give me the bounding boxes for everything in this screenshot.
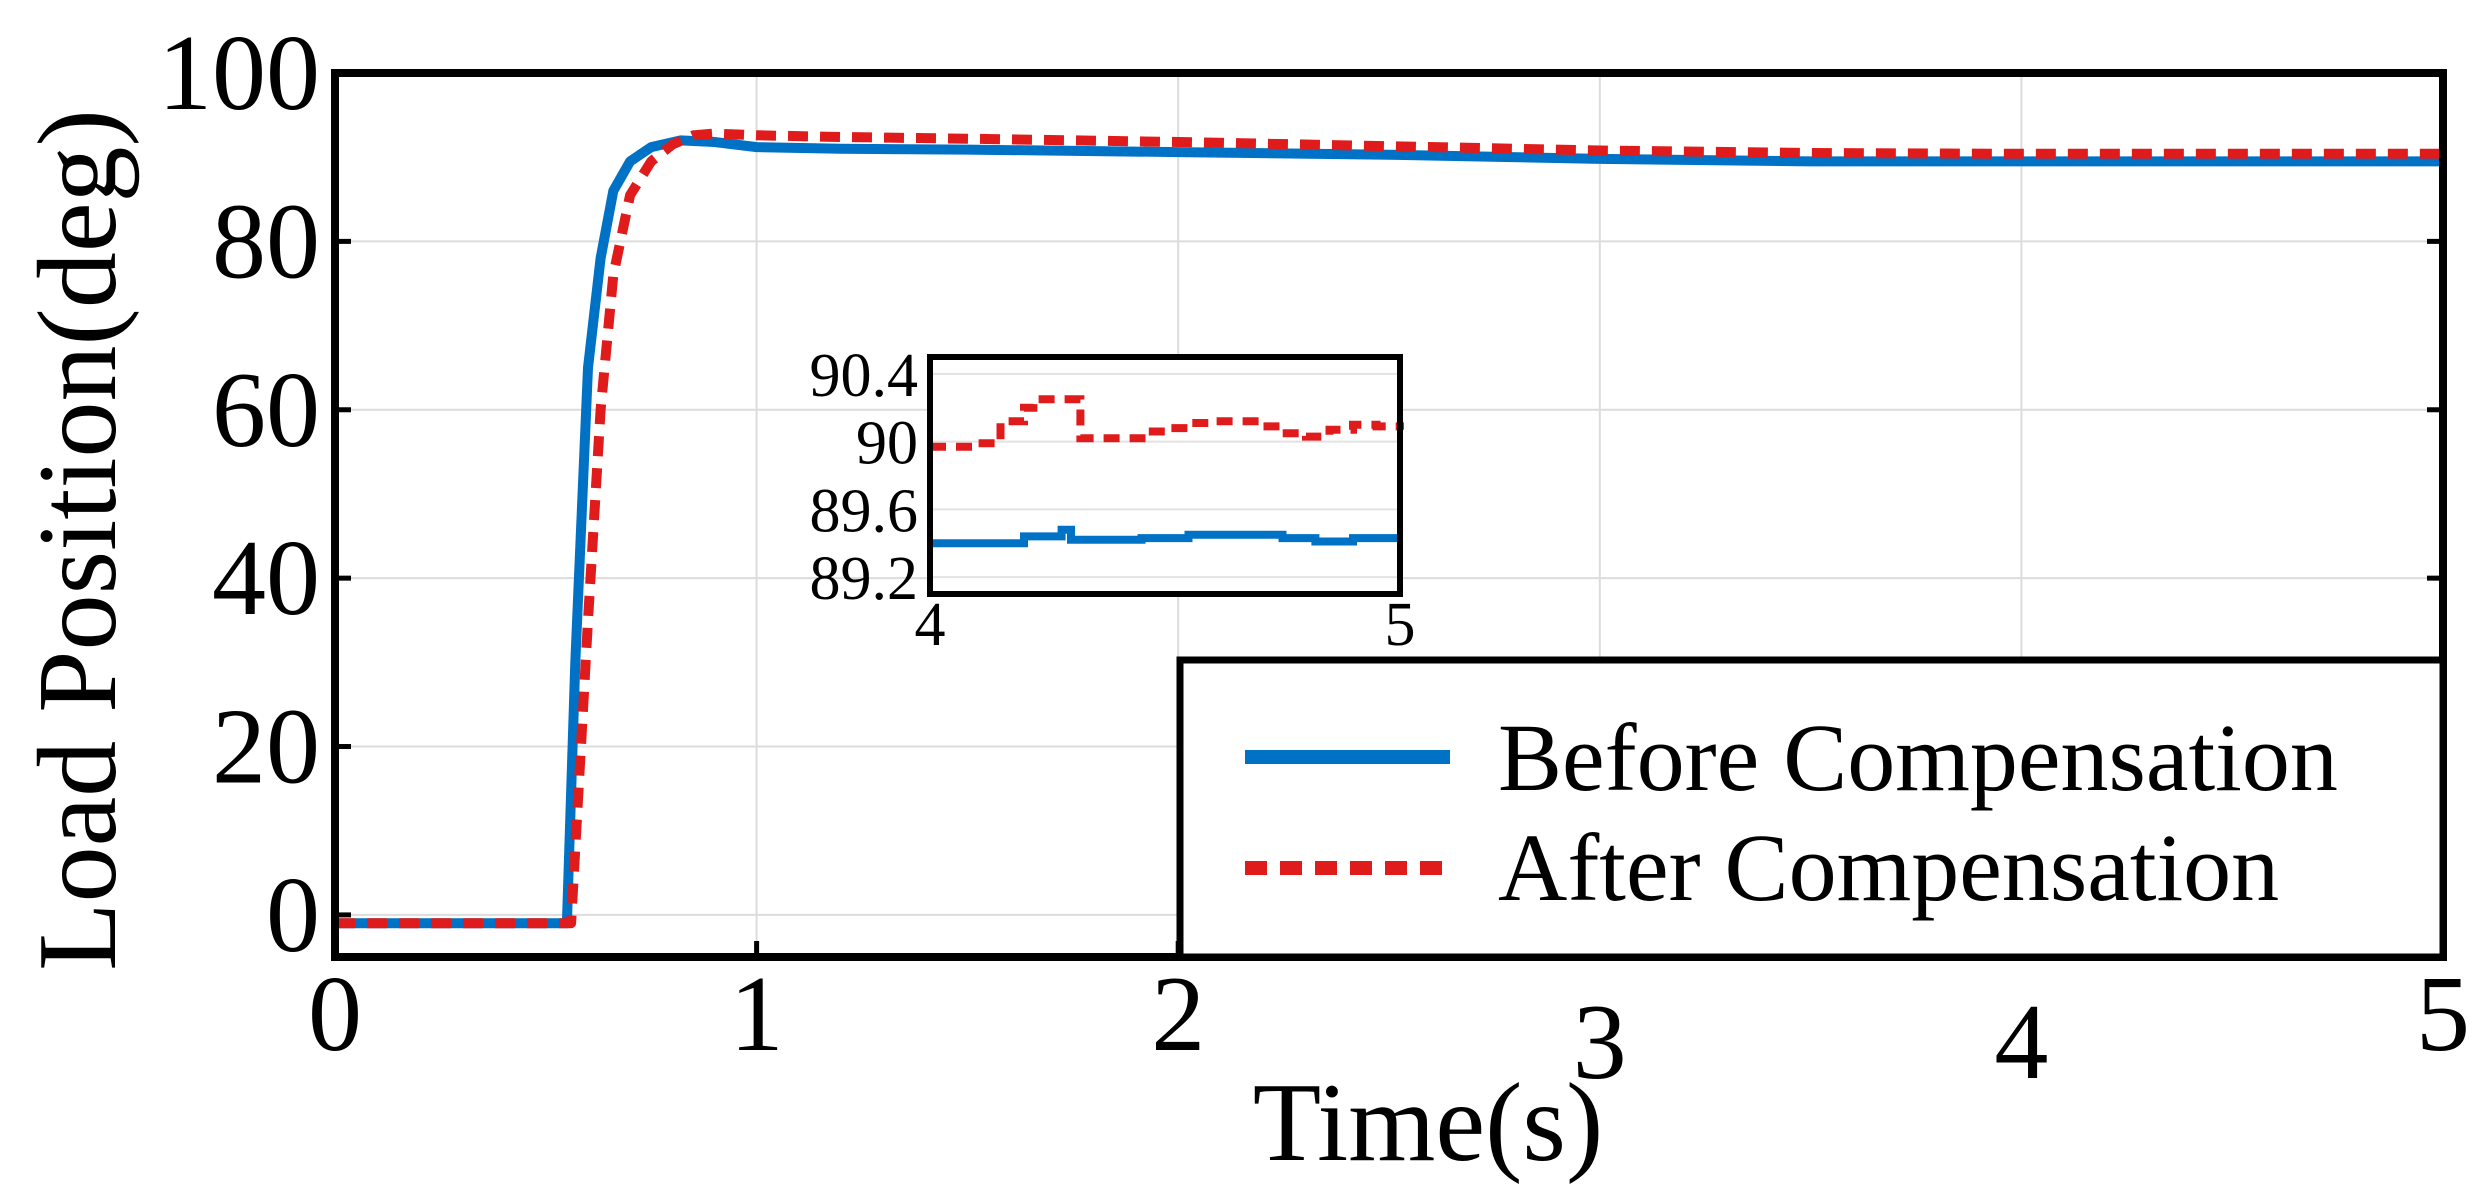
x-tick-label: 0 — [308, 955, 362, 1074]
inset-y-tick-label: 89.2 — [810, 545, 919, 613]
x-tick-label: 5 — [2416, 955, 2470, 1074]
x-tick-label: 3 — [1573, 983, 1627, 1102]
legend-box — [1176, 656, 2447, 961]
y-tick-label: 100 — [158, 14, 320, 133]
inset-y-tick-label: 90 — [856, 410, 918, 478]
inset-background — [930, 357, 1400, 594]
inset-frame — [927, 354, 1403, 597]
y-tick-label: 20 — [212, 688, 320, 807]
inset-grid — [930, 372, 1400, 579]
inset-series — [930, 395, 1404, 548]
x-tick-label: 2 — [1151, 955, 1205, 1074]
y-axis-label: Load Position(deg) — [16, 109, 140, 971]
inset-y-tick-label: 89.6 — [810, 477, 919, 545]
x-tick-label: 1 — [730, 955, 784, 1074]
inset-series-after — [930, 395, 1404, 451]
x-tick-label: 4 — [1994, 983, 2048, 1102]
y-tick-label: 60 — [212, 351, 320, 470]
y-tick-label: 80 — [212, 182, 320, 301]
legend: Before Compensation After Compensation — [1176, 656, 2447, 961]
axis-ticks: 0 1 2 3 4 5 0 20 40 60 80 100 — [158, 14, 2470, 1102]
series-before-compensation — [335, 135, 2443, 929]
x-axis-label: Time(s) — [1253, 1061, 1604, 1185]
inset-series-before — [930, 525, 1400, 548]
inset-x-tick-label: 4 — [915, 591, 946, 659]
legend-label-after: After Compensation — [1498, 814, 2279, 921]
legend-label-before: Before Compensation — [1498, 704, 2338, 811]
y-tick-label: 0 — [266, 856, 320, 975]
inset-x-tick-label: 5 — [1385, 591, 1416, 659]
inset-y-tick-label: 90.4 — [810, 342, 919, 410]
series-after-compensation — [335, 128, 2443, 929]
main-series — [335, 128, 2443, 929]
y-tick-label: 40 — [212, 519, 320, 638]
